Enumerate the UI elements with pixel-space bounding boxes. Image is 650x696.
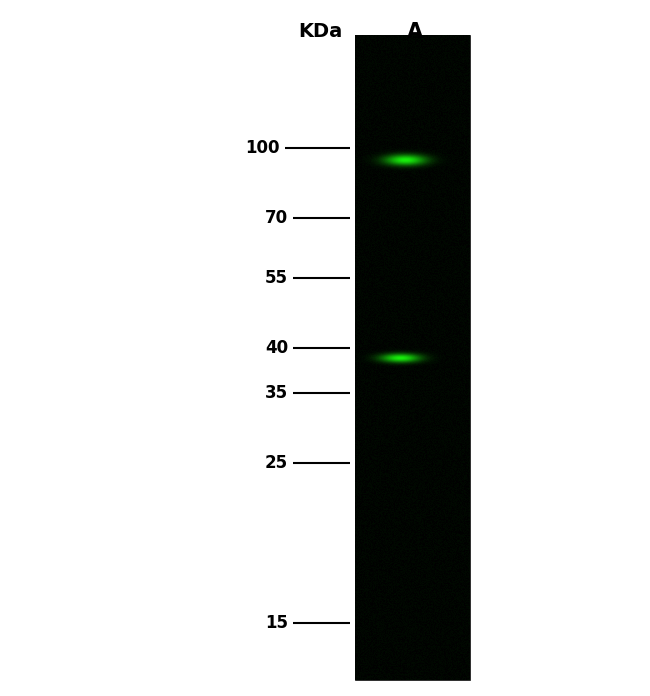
Text: 25: 25	[265, 454, 288, 472]
Text: KDa: KDa	[298, 22, 342, 41]
Text: A: A	[407, 22, 423, 42]
Text: 35: 35	[265, 384, 288, 402]
Text: 40: 40	[265, 339, 288, 357]
Text: 15: 15	[265, 614, 288, 632]
Bar	[355, 35, 470, 680]
Text: 55: 55	[265, 269, 288, 287]
Text: 70: 70	[265, 209, 288, 227]
Text: 100: 100	[246, 139, 280, 157]
